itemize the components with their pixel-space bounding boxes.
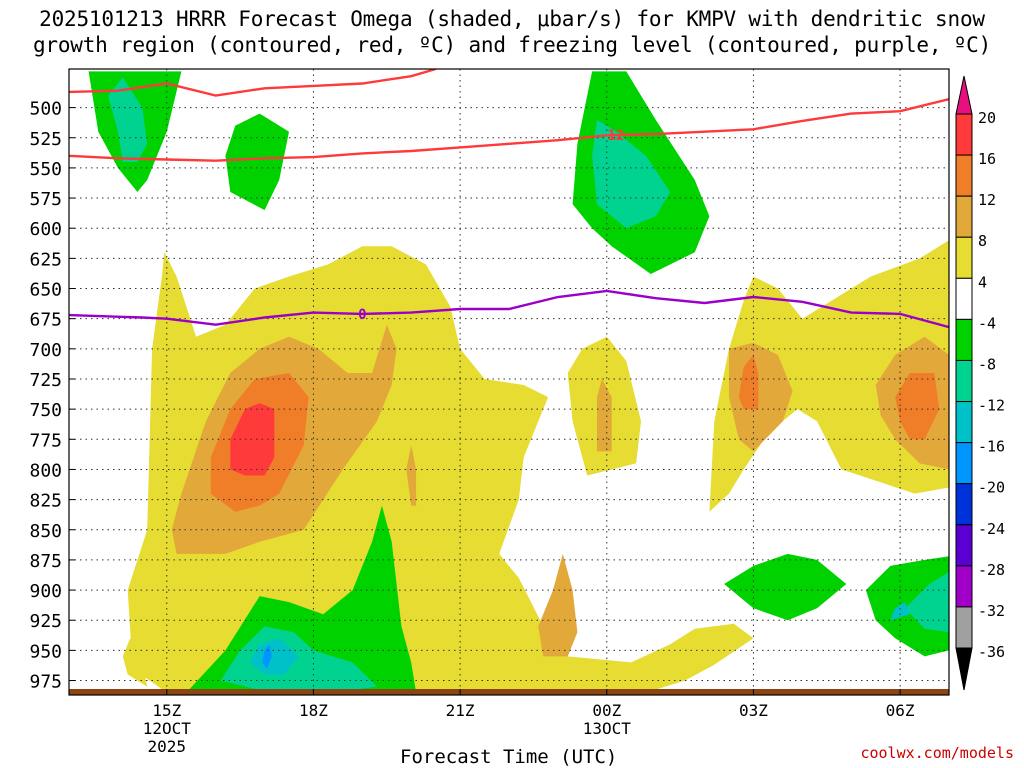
omega-region-26 [262, 644, 272, 669]
colorbar-bin--12 [955, 359, 973, 403]
contour-line-1 [69, 69, 437, 97]
x-tick-label-03Z-0: 03Z [739, 701, 768, 720]
x-tick-label-15Z-1: 12OCT [143, 719, 192, 738]
colorbar-bin-12 [955, 154, 973, 197]
x-tick-label-21Z-0: 21Z [446, 701, 475, 720]
colorbar-bin-8 [955, 195, 973, 238]
y-tick-label-700: 700 [29, 340, 62, 361]
title-line-2: growth region (contoured, red, ºC) and f… [32, 33, 992, 57]
y-tick-label-725: 725 [29, 370, 62, 391]
y-tick-label-800: 800 [29, 460, 62, 481]
y-tick-label-900: 900 [29, 581, 62, 602]
colorbar-bin--20 [955, 442, 973, 485]
colorbar-bin--4 [955, 277, 973, 320]
x-tick-label-00Z-1: 13OCT [583, 719, 632, 738]
omega-region-11 [738, 354, 759, 410]
contour-line-0 [69, 289, 949, 329]
y-tick-label-875: 875 [29, 551, 62, 572]
y-tick-label-575: 575 [29, 189, 62, 210]
x-tick-label-15Z-2: 2025 [148, 737, 187, 756]
omega-region-3 [709, 240, 949, 512]
contour-label-0: 0 [358, 307, 366, 323]
colorbar-label-6: -8 [978, 355, 996, 373]
omega-region-23 [905, 572, 949, 633]
omega-region-17 [186, 505, 417, 693]
colorbar-bin--32 [955, 565, 973, 608]
colorbar-label-2: 12 [978, 191, 996, 209]
y-tick-label-650: 650 [29, 280, 62, 301]
y-tick-label-925: 925 [29, 611, 62, 632]
y-tick-label-500: 500 [29, 99, 62, 120]
omega-region-12 [895, 373, 940, 440]
x-axis-label: Forecast Time (UTC) [400, 746, 618, 768]
omega-region-5 [597, 379, 612, 452]
omega-region-18 [724, 553, 847, 621]
x-tick-label-15Z-0: 15Z [152, 701, 181, 720]
colorbar-label-3: 8 [978, 232, 987, 250]
omega-region-15 [225, 113, 289, 211]
colorbar-label-10: -24 [978, 520, 1005, 538]
ground-terrain [69, 689, 949, 695]
chart-title: 2025101213 HRRR Forecast Omega (shaded, … [0, 6, 1024, 58]
omega-region-22 [220, 626, 377, 693]
colorbar-label-8: -16 [978, 438, 1005, 456]
colorbar-label-11: -28 [978, 561, 1005, 579]
x-tick-label-00Z-0: 00Z [592, 701, 621, 720]
y-tick-label-950: 950 [29, 641, 62, 662]
colorbar-bin--28 [955, 524, 973, 567]
colorbar-label-12: -32 [978, 602, 1005, 620]
omega-region-21 [592, 119, 671, 229]
colorbar-bottom-arrow [955, 647, 973, 691]
colorbar-label-0: 20 [978, 109, 996, 127]
colorbar-bin-16 [955, 113, 973, 156]
colorbar-label-4: 4 [978, 273, 987, 291]
y-tick-label-750: 750 [29, 400, 62, 421]
colorbar-label-13: -36 [978, 643, 1005, 661]
colorbar-top-arrow [955, 75, 973, 115]
colorbar-label-5: -4 [978, 314, 996, 332]
colorbar-bin--24 [955, 483, 973, 526]
y-tick-label-675: 675 [29, 310, 62, 331]
y-tick-label-550: 550 [29, 159, 62, 180]
y-tick-label-525: 525 [29, 129, 62, 150]
contour-label-2: -12 [599, 128, 624, 144]
colorbar-bin--16 [955, 401, 973, 444]
y-tick-label-625: 625 [29, 249, 62, 270]
plot-frame [68, 68, 950, 696]
colorbar-label-7: -12 [978, 397, 1005, 415]
colorbar-label-1: 16 [978, 150, 996, 168]
omega-region-6 [406, 445, 417, 506]
colorbar-bin--36 [955, 606, 973, 649]
y-tick-label-975: 975 [29, 672, 62, 693]
omega-region-1 [122, 638, 148, 687]
omega-region-7 [538, 553, 578, 657]
y-tick-label-600: 600 [29, 219, 62, 240]
omega-region-25 [890, 602, 910, 621]
colorbar-bin-4 [955, 236, 973, 279]
colorbar-label-9: -20 [978, 479, 1005, 497]
contour-line-2 [69, 98, 949, 162]
omega-region-13 [230, 403, 275, 476]
y-tick-label-775: 775 [29, 430, 62, 451]
x-tick-label-18Z-0: 18Z [299, 701, 328, 720]
x-tick-label-06Z-0: 06Z [886, 701, 915, 720]
site-credit: coolwx.com/models [860, 744, 1014, 762]
omega-region-20 [108, 77, 148, 162]
y-tick-label-825: 825 [29, 491, 62, 512]
omega-region-24 [249, 638, 299, 675]
colorbar-bin--8 [955, 318, 973, 361]
y-tick-label-850: 850 [29, 521, 62, 542]
title-line-1: 2025101213 HRRR Forecast Omega (shaded, … [39, 7, 985, 31]
